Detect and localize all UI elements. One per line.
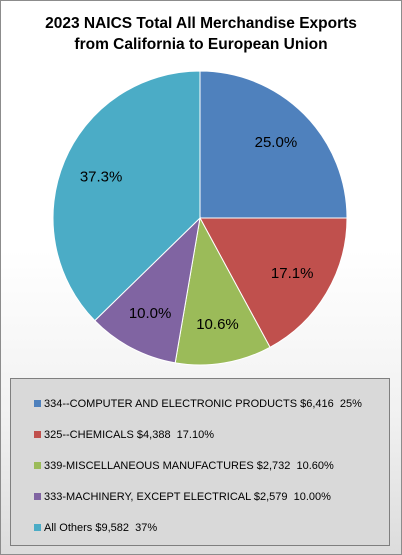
slice-data-label: 37.3% [80,168,123,185]
legend-swatch [34,431,41,438]
legend-label: All Others $9,582 37% [44,521,158,534]
legend-label: 334--COMPUTER AND ELECTRONIC PRODUCTS $6… [44,397,362,410]
legend: 334--COMPUTER AND ELECTRONIC PRODUCTS $6… [10,378,390,546]
legend-label: 339-MISCELLANEOUS MANUFACTURES $2,732 10… [44,459,334,472]
pie-slice [199,217,348,348]
chart-title-line-1: 2023 NAICS Total All Merchandise Exports [45,15,357,32]
legend-swatch [34,400,41,407]
legend-swatch [34,462,41,469]
legend-item: 325--CHEMICALS $4,388 17.10% [11,419,389,450]
slice-data-label: 25.0% [255,134,298,151]
slice-data-label: 17.1% [271,265,314,282]
pie-slice [199,70,348,219]
slice-data-label: 10.0% [129,305,172,322]
legend-item: All Others $9,582 37% [11,512,389,543]
slice-data-label: 10.6% [196,316,239,333]
pie-slice [94,216,201,364]
pie-slice [52,70,201,322]
legend-swatch [34,493,41,500]
legend-label: 325--CHEMICALS $4,388 17.10% [44,428,214,441]
chart-title-line-2: from California to European Union [74,36,328,53]
legend-label: 333-MACHINERY, EXCEPT ELECTRICAL $2,579 … [44,490,331,503]
legend-swatch [34,524,41,531]
legend-item: 334--COMPUTER AND ELECTRONIC PRODUCTS $6… [11,388,389,419]
pie-slice [174,216,271,366]
legend-item: 339-MISCELLANEOUS MANUFACTURES $2,732 10… [11,450,389,481]
chart-title: 2023 NAICS Total All Merchandise Exports… [1,13,401,55]
legend-item: 333-MACHINERY, EXCEPT ELECTRICAL $2,579 … [11,481,389,512]
